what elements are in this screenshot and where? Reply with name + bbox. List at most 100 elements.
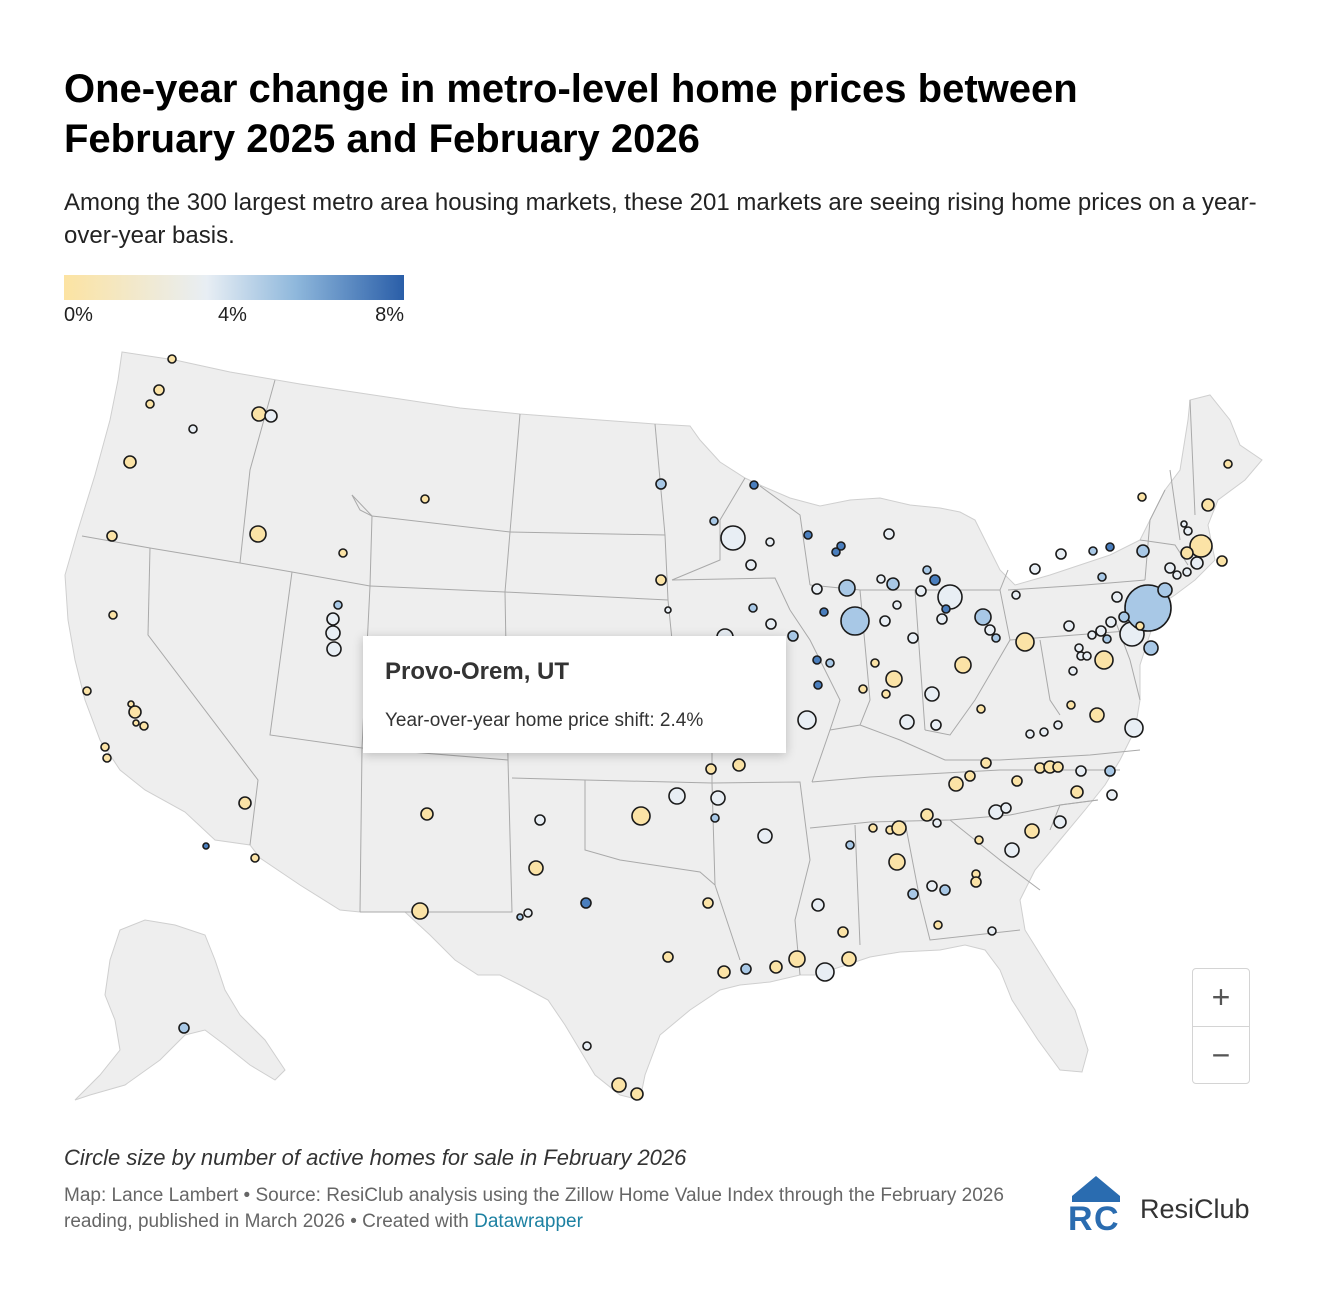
metro-circle[interactable] (964, 770, 976, 782)
metro-circle[interactable] (870, 658, 880, 668)
metro-circle[interactable] (787, 630, 799, 642)
metro-circle[interactable] (813, 680, 823, 690)
metro-circle[interactable] (920, 808, 934, 822)
metro-circle[interactable] (831, 547, 841, 557)
metro-circle[interactable] (1102, 634, 1112, 644)
metro-circle[interactable] (1105, 542, 1115, 552)
metro-circle[interactable] (888, 853, 906, 871)
metro-circle[interactable] (1029, 563, 1041, 575)
metro-circle[interactable] (333, 600, 343, 610)
metro-circle[interactable] (930, 719, 942, 731)
metro-circle[interactable] (868, 823, 878, 833)
metro-circle[interactable] (611, 1077, 627, 1093)
metro-circle[interactable] (1106, 789, 1118, 801)
metro-circle[interactable] (1136, 544, 1150, 558)
metro-circle[interactable] (1089, 707, 1105, 723)
metro-circle[interactable] (1070, 785, 1084, 799)
metro-circle[interactable] (922, 565, 932, 575)
metro-circle[interactable] (885, 670, 903, 688)
metro-circle[interactable] (580, 897, 592, 909)
metro-circle[interactable] (709, 516, 719, 526)
metro-circle[interactable] (883, 528, 895, 540)
metro-circle[interactable] (1124, 584, 1172, 632)
metro-circle[interactable] (933, 920, 943, 930)
metro-circle[interactable] (668, 787, 686, 805)
metro-circle[interactable] (1223, 459, 1233, 469)
metro-circle[interactable] (812, 655, 822, 665)
metro-circle[interactable] (980, 757, 992, 769)
metro-circle[interactable] (879, 615, 891, 627)
metro-circle[interactable] (825, 658, 835, 668)
metro-circle[interactable] (106, 530, 118, 542)
metro-circle[interactable] (720, 525, 746, 551)
metro-circle[interactable] (803, 530, 813, 540)
metro-circle[interactable] (1055, 548, 1067, 560)
metro-circle[interactable] (838, 579, 856, 597)
metro-circle[interactable] (1024, 823, 1040, 839)
metro-circle[interactable] (1137, 492, 1147, 502)
metro-circle[interactable] (1104, 765, 1116, 777)
metro-circle[interactable] (1025, 729, 1035, 739)
metro-circle[interactable] (976, 704, 986, 714)
metro-circle[interactable] (845, 840, 855, 850)
metro-circle[interactable] (745, 559, 757, 571)
metro-circle[interactable] (153, 384, 165, 396)
metro-circle[interactable] (1004, 842, 1020, 858)
metro-circle[interactable] (1105, 616, 1117, 628)
metro-circle[interactable] (937, 584, 963, 610)
metro-circle[interactable] (717, 965, 731, 979)
metro-circle[interactable] (732, 758, 746, 772)
metro-circle[interactable] (891, 820, 907, 836)
metro-circle[interactable] (178, 1022, 190, 1034)
metro-circle[interactable] (954, 656, 972, 674)
metro-circle[interactable] (815, 962, 835, 982)
metro-circle[interactable] (710, 813, 720, 823)
metro-circle[interactable] (1201, 498, 1215, 512)
metro-circle[interactable] (1053, 815, 1067, 829)
metro-circle[interactable] (837, 926, 849, 938)
metro-circle[interactable] (420, 807, 434, 821)
metro-circle[interactable] (769, 960, 783, 974)
metro-circle[interactable] (655, 574, 667, 586)
metro-circle[interactable] (811, 583, 823, 595)
metro-circle[interactable] (765, 618, 777, 630)
metro-circle[interactable] (840, 606, 870, 636)
metro-circle[interactable] (1082, 651, 1092, 661)
metro-circle[interactable] (1088, 546, 1098, 556)
metro-circle[interactable] (264, 409, 278, 423)
metro-circle[interactable] (123, 455, 137, 469)
metro-circle[interactable] (1164, 562, 1176, 574)
metro-circle[interactable] (1000, 802, 1012, 814)
metro-circle[interactable] (1157, 582, 1173, 598)
metro-circle[interactable] (1094, 650, 1114, 670)
metro-circle[interactable] (757, 828, 773, 844)
metro-circle[interactable] (326, 641, 342, 657)
metro-circle[interactable] (1097, 572, 1107, 582)
metro-circle[interactable] (108, 610, 118, 620)
metro-circle[interactable] (250, 853, 260, 863)
metro-circle[interactable] (1124, 718, 1144, 738)
metro-circle[interactable] (915, 585, 927, 597)
metro-circle[interactable] (420, 494, 430, 504)
metro-circle[interactable] (238, 796, 252, 810)
metro-circle[interactable] (1052, 761, 1064, 773)
metro-circle[interactable] (984, 624, 996, 636)
metro-circle[interactable] (1190, 556, 1204, 570)
metro-circle[interactable] (325, 625, 341, 641)
metro-circle[interactable] (664, 606, 672, 614)
metro-circle[interactable] (811, 898, 825, 912)
metro-circle[interactable] (1068, 666, 1078, 676)
metro-circle[interactable] (991, 633, 1001, 643)
metro-circle[interactable] (836, 541, 846, 551)
metro-circle[interactable] (630, 1087, 644, 1101)
metro-circle[interactable] (705, 763, 717, 775)
metro-circle[interactable] (188, 424, 198, 434)
metro-circle[interactable] (523, 908, 533, 918)
metro-circle[interactable] (710, 790, 726, 806)
metro-circle[interactable] (881, 689, 891, 699)
metro-circle[interactable] (1180, 546, 1194, 560)
metro-circle[interactable] (974, 835, 984, 845)
metro-circle[interactable] (100, 742, 110, 752)
metro-circle[interactable] (932, 818, 942, 828)
metro-circle[interactable] (765, 537, 775, 547)
